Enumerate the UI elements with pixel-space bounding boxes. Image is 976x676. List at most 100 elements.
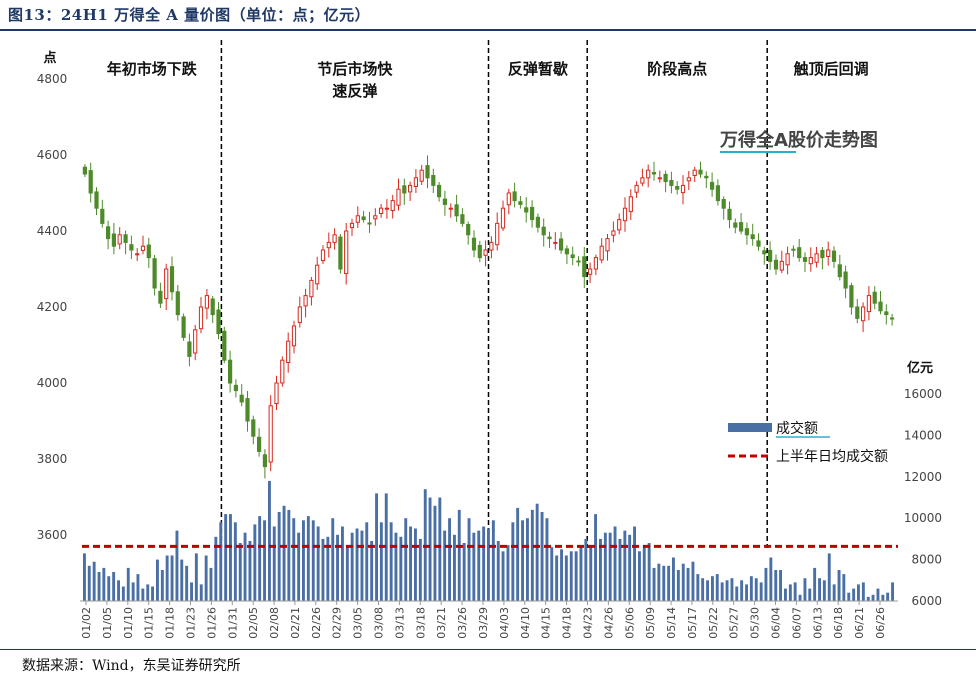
turnover-bar	[350, 532, 354, 601]
turnover-bar	[774, 570, 778, 601]
price-candle	[593, 254, 598, 276]
price-candle	[100, 199, 105, 228]
turnover-bar	[194, 553, 198, 601]
x-tick-label: 04/10	[519, 607, 532, 639]
turnover-bar	[696, 574, 700, 601]
turnover-bar	[107, 576, 111, 601]
turnover-bar	[681, 563, 685, 601]
price-candle	[309, 277, 314, 306]
turnover-bar	[131, 582, 135, 601]
x-tick-label: 05/09	[644, 607, 657, 639]
phase-label: 触顶后回调	[794, 60, 869, 78]
price-candle	[216, 302, 221, 340]
turnover-bar	[253, 524, 257, 601]
price-candle	[779, 250, 784, 274]
turnover-bar	[564, 555, 568, 601]
inset-title: 万得全A股价走势图	[719, 129, 878, 151]
turnover-bar	[160, 570, 164, 601]
turnover-bar	[214, 536, 218, 601]
legend-bar-swatch	[728, 423, 772, 432]
price-candle	[704, 171, 709, 189]
turnover-bar	[185, 565, 189, 601]
turnover-bar	[199, 584, 203, 601]
price-candle	[605, 234, 610, 261]
price-candles	[82, 155, 895, 479]
turnover-bar	[438, 497, 442, 601]
price-candle	[675, 181, 680, 195]
turnover-bar	[608, 532, 612, 601]
turnover-bar	[521, 520, 524, 601]
price-candle	[727, 201, 732, 229]
turnover-bar	[720, 582, 724, 601]
left-tick-label: 4000	[37, 376, 68, 390]
price-candle	[785, 246, 790, 275]
price-candle	[466, 221, 471, 245]
turnover-bar	[672, 557, 675, 601]
price-candle	[669, 171, 674, 194]
turnover-bar	[662, 565, 666, 601]
turnover-bar	[268, 480, 271, 601]
turnover-bar	[117, 580, 120, 601]
turnover-bar	[642, 545, 646, 601]
price-candle	[814, 247, 819, 268]
price-candle	[564, 245, 569, 265]
turnover-bar	[788, 584, 792, 601]
turnover-bar	[83, 553, 86, 601]
turnover-bar	[618, 538, 622, 601]
x-tick-label: 05/06	[623, 607, 636, 639]
source-rule	[0, 649, 976, 650]
turnover-bar	[418, 538, 422, 601]
price-candle	[437, 182, 442, 202]
turnover-bar	[530, 509, 534, 601]
x-tick-label: 06/18	[832, 607, 845, 639]
price-candle	[297, 296, 302, 328]
price-candle	[489, 236, 494, 259]
x-tick-label: 01/26	[205, 607, 218, 639]
x-tick-label: 06/07	[790, 607, 803, 639]
price-candle	[739, 213, 744, 235]
x-tick-label: 02/29	[331, 607, 344, 639]
price-candle	[239, 384, 244, 407]
turnover-bar	[613, 526, 617, 601]
left-axis-ticks: 3600 3800 4000 4200 4400 4600 4800	[37, 72, 68, 542]
turnover-bar	[779, 570, 782, 601]
turnover-bar	[579, 545, 583, 601]
price-candle	[530, 200, 535, 228]
turnover-bar	[667, 565, 671, 601]
price-candle	[413, 169, 418, 193]
turnover-bar	[832, 584, 836, 601]
turnover-bar	[365, 522, 369, 601]
price-candle	[454, 194, 459, 222]
x-tick-label: 05/22	[707, 607, 720, 639]
turnover-bar	[715, 574, 719, 601]
price-candle	[471, 230, 477, 258]
price-candle	[826, 241, 831, 266]
price-candle	[640, 168, 645, 187]
turnover-bar	[638, 551, 641, 601]
x-axis-ticks: 01/02 01/05 01/10 01/15 01/18 01/23 01/26 01/31…	[80, 601, 887, 639]
price-candle	[338, 234, 343, 274]
turnover-bar	[229, 514, 232, 601]
turnover-bar	[793, 582, 797, 601]
price-candle	[773, 254, 779, 275]
turnover-bar	[248, 541, 252, 601]
price-candle	[756, 233, 761, 251]
turnover-bar	[886, 592, 890, 601]
turnover-bar	[491, 520, 495, 601]
turnover-bar	[560, 549, 563, 602]
price-candle	[559, 232, 564, 254]
price-candle	[884, 304, 889, 325]
left-tick-label: 4600	[37, 148, 68, 162]
price-candle	[349, 218, 355, 236]
price-candle	[861, 302, 866, 333]
turnover-bar	[822, 580, 826, 601]
turnover-bar	[569, 551, 573, 601]
price-candle	[541, 218, 546, 247]
legend-bar-label: 成交额	[776, 420, 818, 437]
price-candle	[500, 200, 506, 231]
price-candle	[646, 164, 651, 188]
x-tick-label: 03/08	[373, 607, 386, 639]
turnover-bar	[857, 584, 860, 601]
price-candle	[257, 428, 262, 457]
x-tick-label: 03/21	[435, 607, 448, 639]
